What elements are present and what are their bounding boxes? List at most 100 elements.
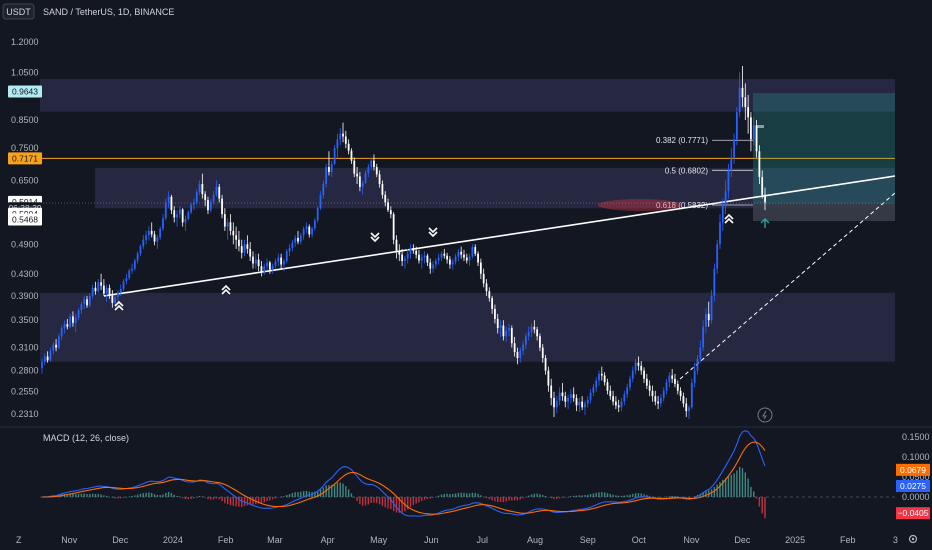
macd-histogram-bar	[755, 497, 758, 499]
zone-1[interactable]	[40, 79, 895, 112]
price-tag-label: 0.9643	[12, 87, 38, 97]
candle-body	[479, 262, 482, 274]
candle-body	[367, 167, 370, 174]
macd-value-tag	[896, 480, 930, 492]
macd-histogram-bar	[252, 497, 254, 505]
macd-histogram-bar	[384, 497, 386, 508]
candle-body	[468, 256, 471, 261]
candle-body	[561, 392, 564, 397]
price-tick-label: 0.7500	[11, 143, 39, 153]
candle-body	[133, 260, 136, 269]
macd-histogram-bar	[632, 493, 634, 497]
macd-histogram-bar	[210, 497, 212, 500]
candle-body	[201, 184, 204, 195]
candle-body	[193, 202, 195, 205]
macd-histogram-bar	[269, 497, 271, 501]
macd-histogram-bar	[570, 496, 572, 497]
macd-histogram-bar	[671, 495, 673, 497]
macd-histogram-bar	[454, 493, 457, 497]
lightning-icon[interactable]	[757, 407, 773, 423]
candle-body	[524, 336, 527, 345]
macd-histogram-bar	[556, 497, 558, 499]
macd-histogram-bar	[648, 495, 651, 497]
position-entry-marker[interactable]	[756, 125, 764, 128]
candle-body	[164, 202, 167, 219]
target-zone[interactable]	[753, 93, 895, 204]
macd-histogram-bar	[499, 497, 502, 503]
macd-histogram-bar	[663, 497, 665, 498]
candle-body	[339, 133, 342, 140]
currency-button-label[interactable]: USDT	[6, 7, 31, 17]
macd-histogram-bar	[620, 495, 623, 497]
candle-body	[207, 200, 209, 211]
candle-body	[378, 174, 381, 185]
price-tag-label: 0.7171	[12, 153, 38, 163]
macd-histogram-bar	[634, 493, 637, 497]
time-axis[interactable]: Nov Dec 2024 Feb Mar Apr May Jun Jul Aug Sep Oct Nov…	[61, 535, 898, 545]
macd-histogram-bar	[114, 497, 116, 499]
candle-body	[358, 176, 361, 187]
macd-value-tag	[896, 463, 930, 476]
candle-body	[485, 283, 488, 292]
macd-histogram-bar	[238, 497, 240, 507]
macd-histogram-bar	[761, 497, 763, 514]
macd-histogram-bar	[83, 493, 85, 497]
stop-zone[interactable]	[753, 204, 895, 221]
macd-histogram-bar	[595, 492, 597, 497]
candle-body	[409, 248, 412, 254]
candle-body	[384, 194, 387, 203]
candle-body	[679, 390, 682, 397]
candle-body	[252, 256, 254, 264]
candle-body	[238, 239, 240, 247]
macd-tick-label: 0.0000	[902, 492, 930, 502]
macd-histogram-bar	[592, 493, 595, 497]
macd-histogram-bar	[204, 497, 206, 498]
ascending-trendline[interactable]	[103, 175, 896, 297]
macd-histogram-bar	[615, 495, 617, 497]
macd-histogram-bar	[471, 492, 474, 497]
candle-body	[553, 397, 555, 408]
candle-body	[707, 313, 710, 321]
settings-gear-icon[interactable]	[908, 534, 918, 544]
currency-button[interactable]	[2, 3, 35, 20]
candle-body	[750, 117, 752, 140]
candle-body	[232, 230, 235, 236]
long-position-tool[interactable]	[753, 93, 895, 221]
candle-body	[159, 228, 162, 238]
candle-body	[223, 214, 226, 227]
candle-body	[322, 184, 325, 195]
time-tick-label: Aug	[527, 535, 543, 545]
macd-histogram-bar	[705, 490, 707, 497]
candle-body	[603, 375, 606, 383]
candlestick-series[interactable]	[41, 65, 766, 419]
price-axis[interactable]: 1.2000 1.0500 0.8500 0.7500 0.6500 0.4900 0.43…	[11, 37, 39, 419]
candle-body	[761, 177, 764, 195]
macd-histogram-bar	[100, 494, 102, 497]
candle-body	[758, 151, 761, 178]
macd-histogram-bar	[432, 497, 434, 498]
trendlines[interactable]	[40, 175, 896, 380]
candle-body	[94, 287, 97, 292]
price-tick-label: 0.6500	[11, 176, 39, 186]
macd-histogram-bar	[609, 493, 611, 497]
dashed-trendline[interactable]	[679, 192, 896, 380]
candle-body	[299, 235, 302, 242]
time-tick-label: Feb	[840, 535, 856, 545]
fib-level-label: 0.618 (0.5832)	[656, 201, 708, 210]
candle-body	[446, 255, 449, 260]
candle-body	[209, 201, 212, 211]
candle-body	[212, 194, 215, 202]
candle-body	[260, 266, 263, 272]
candle-body	[631, 370, 634, 379]
macd-histogram-bar	[108, 496, 111, 498]
macd-histogram-bar	[173, 494, 175, 497]
macd-tick-label: 0.1000	[902, 452, 930, 462]
fibonacci-retracement[interactable]: 0.382 (0.7771) 0.5 (0.6802) 0.618 (0.5832)	[598, 136, 753, 212]
zone-3[interactable]	[40, 292, 895, 362]
macd-indicator[interactable]	[40, 430, 895, 519]
highlight-ellipse[interactable]	[598, 199, 682, 212]
timezone-icon[interactable]: Z	[16, 535, 22, 545]
macd-value-tag-label: 0.0275	[900, 481, 926, 491]
candle-body	[83, 299, 86, 305]
